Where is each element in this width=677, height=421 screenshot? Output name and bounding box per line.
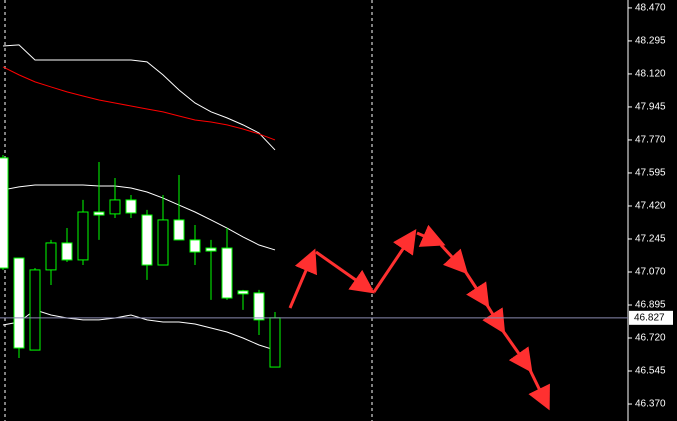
candle-body [109,199,121,215]
y-tick-label: 46.545 [635,366,666,377]
candle-body [29,269,41,351]
candle-body [141,214,153,266]
y-tick-label: 47.245 [635,234,666,245]
y-tick-label: 46.370 [635,399,666,410]
current-price-box [629,310,673,325]
candle-body [253,292,265,321]
y-tick-label: 47.595 [635,168,666,179]
candle-body [125,199,137,214]
indicator-line [2,44,276,151]
indicator-line [2,66,276,141]
candle-body [61,242,73,261]
candle-body [221,247,233,299]
candle-body [237,290,249,295]
y-tick-label: 47.420 [635,201,666,212]
current-price-label: 46.827 [634,312,665,323]
candle-body [45,242,57,271]
y-tick-label: 48.295 [635,36,666,47]
candle-body [269,317,281,368]
y-tick-label: 48.120 [635,69,666,80]
y-tick-label: 46.895 [635,300,666,311]
candle-body [13,257,25,349]
y-tick-label: 47.070 [635,267,666,278]
candle-body [173,219,185,241]
candle-body [0,157,9,269]
y-tick-label: 48.470 [635,3,666,14]
y-tick-label: 46.720 [635,333,666,344]
indicator-line [2,184,276,251]
forecast-arrows [288,224,550,411]
y-tick-label: 47.770 [635,135,666,146]
candle-body [205,247,217,252]
candle-body [157,219,169,266]
candle-body [189,239,201,253]
candle-body [93,211,105,216]
candle-body [77,211,89,261]
y-tick-label: 47.945 [635,102,666,113]
